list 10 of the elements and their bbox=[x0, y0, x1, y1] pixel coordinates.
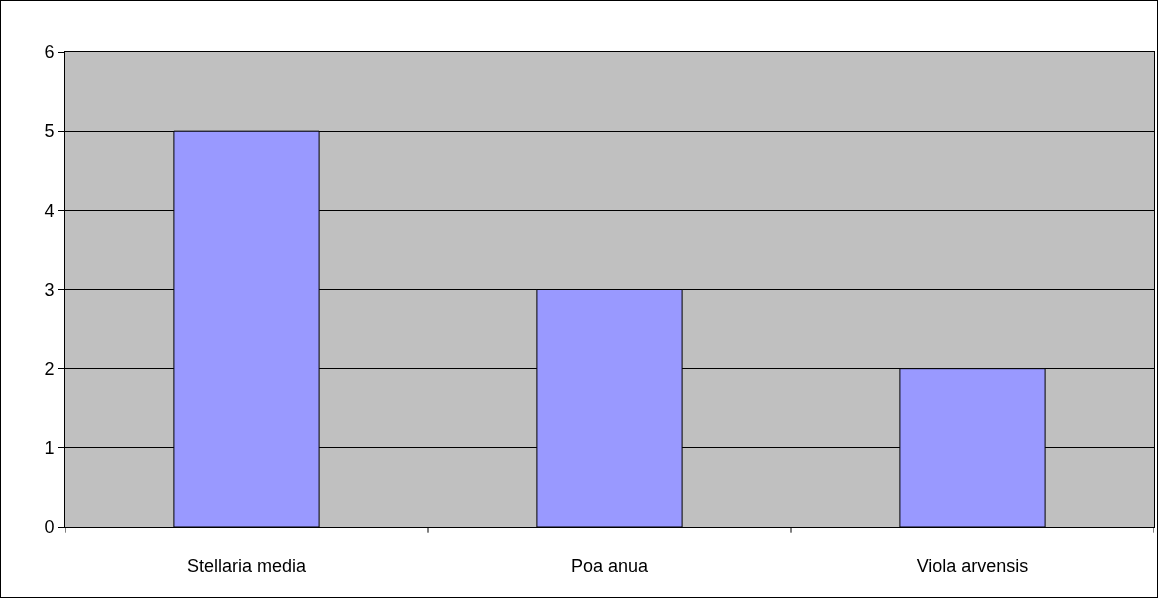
y-tick-label: 2 bbox=[44, 358, 55, 379]
y-tick-label: 0 bbox=[44, 517, 55, 538]
y-tick-label: 3 bbox=[44, 279, 55, 300]
x-tick-label: Stellaria media bbox=[186, 555, 308, 576]
x-tick-label: Poa anua bbox=[570, 555, 650, 576]
y-tick-label: 5 bbox=[44, 121, 55, 142]
y-tick-label: 1 bbox=[44, 438, 55, 459]
y-tick-label: 6 bbox=[44, 42, 55, 63]
y-tick-label: 4 bbox=[44, 200, 55, 221]
x-tick-label: Viola arvensis bbox=[916, 555, 1029, 576]
